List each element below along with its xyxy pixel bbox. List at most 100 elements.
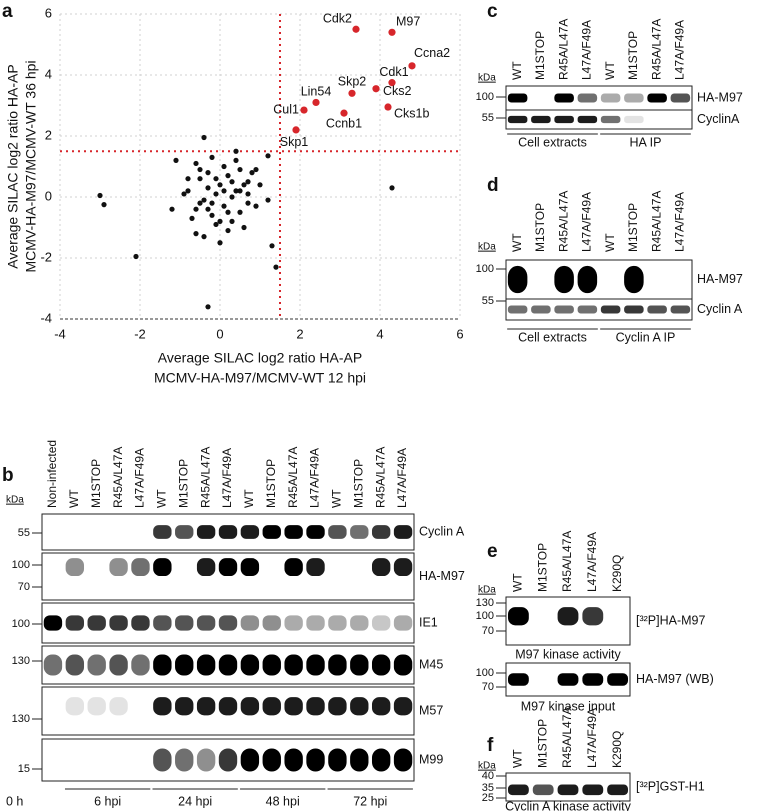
band <box>393 615 413 631</box>
marker-label: 100 <box>12 618 30 630</box>
marker-label: 70 <box>18 581 30 593</box>
band <box>554 265 574 294</box>
band <box>196 697 216 716</box>
data-point <box>253 203 259 209</box>
lane-label: WT <box>242 489 256 508</box>
band <box>284 615 303 631</box>
band <box>262 748 281 772</box>
band <box>153 558 172 577</box>
panel-letter: e <box>487 541 498 562</box>
highlight-point <box>340 109 348 117</box>
band <box>624 305 644 314</box>
time-label: 0 h <box>6 794 23 808</box>
band <box>65 697 85 716</box>
protein-label: HA-M97 <box>697 90 743 104</box>
lane-label: R45A/L47A <box>560 531 574 592</box>
marker-label: 55 <box>18 527 30 539</box>
data-point <box>201 234 207 240</box>
lane-label: M1STOP <box>626 203 640 252</box>
band <box>218 654 238 676</box>
marker-label: 100 <box>476 263 494 275</box>
band <box>393 748 413 772</box>
data-point <box>233 188 239 194</box>
panel-letter: c <box>487 1 498 22</box>
data-point <box>229 179 235 185</box>
marker-label: 130 <box>12 713 30 725</box>
marker-label: 15 <box>18 763 30 775</box>
data-point <box>193 160 199 167</box>
band <box>600 93 621 103</box>
band <box>262 615 281 631</box>
marker-label: 100 <box>476 667 494 679</box>
data-point <box>197 176 203 182</box>
highlight-point <box>348 89 356 97</box>
protein-label: Cyclin A <box>697 302 743 316</box>
band <box>240 525 260 539</box>
data-point <box>225 173 231 179</box>
data-point <box>221 188 227 194</box>
band <box>532 784 554 796</box>
caption: M97 kinase input <box>521 699 616 713</box>
band <box>582 607 604 626</box>
band <box>371 748 391 772</box>
point-label: Skp1 <box>280 135 309 149</box>
lane-label: L47A/F49A <box>585 532 599 592</box>
point-label: Ccnb1 <box>326 116 362 130</box>
lane-label: M1STOP <box>535 543 549 592</box>
unit-label: kDa <box>478 761 496 772</box>
band <box>607 673 629 686</box>
band <box>350 697 369 716</box>
lane-label: L47A/F49A <box>220 448 234 508</box>
group-label: 24 hpi <box>178 794 212 808</box>
lane-label: M1STOP <box>535 719 549 768</box>
marker-label: 40 <box>482 770 494 782</box>
data-point <box>225 209 231 215</box>
highlight-point <box>292 126 300 134</box>
lane-label: R45A/L47A <box>198 447 212 508</box>
x-tick-label: -4 <box>54 326 66 341</box>
x-tick-label: 6 <box>456 326 463 341</box>
lane-label: L47A/F49A <box>585 708 599 768</box>
unit-label: kDa <box>478 585 496 596</box>
band <box>87 615 106 631</box>
unit-label: kDa <box>6 495 24 506</box>
group-label: Cell extracts <box>518 330 587 344</box>
lane-label: L47A/F49A <box>580 192 594 252</box>
protein-label: [³²P]GST-H1 <box>636 779 705 793</box>
lane-label: WT <box>511 573 525 592</box>
data-point <box>237 166 243 173</box>
band <box>153 748 172 772</box>
group-label: 48 hpi <box>266 794 300 808</box>
band <box>328 615 347 631</box>
data-point <box>245 179 251 185</box>
data-point <box>245 191 251 197</box>
protein-label: HA-M97 (WB) <box>636 672 714 686</box>
lane-label: M1STOP <box>626 31 640 80</box>
point-label: M97 <box>396 15 420 29</box>
band <box>607 784 629 796</box>
band <box>131 615 150 631</box>
band <box>554 93 574 103</box>
data-point <box>205 304 211 310</box>
band <box>507 115 528 124</box>
band <box>196 558 216 577</box>
highlight-point <box>372 85 380 93</box>
x-tick-label: 4 <box>376 326 383 341</box>
band <box>153 615 172 631</box>
data-point <box>253 166 259 173</box>
point-label: Cks2 <box>383 84 412 98</box>
band <box>371 558 391 577</box>
band <box>554 115 574 124</box>
band <box>531 305 551 314</box>
lane-label: R45A/L47A <box>560 707 574 768</box>
band <box>371 697 391 716</box>
band <box>153 697 172 716</box>
data-point <box>97 192 103 199</box>
caption: Cyclin A kinase activity <box>505 799 631 811</box>
band <box>350 748 369 772</box>
band <box>306 525 325 539</box>
data-point <box>205 185 211 191</box>
lane-label: R45A/L47A <box>649 191 663 252</box>
band <box>600 115 621 124</box>
data-point <box>101 202 107 208</box>
